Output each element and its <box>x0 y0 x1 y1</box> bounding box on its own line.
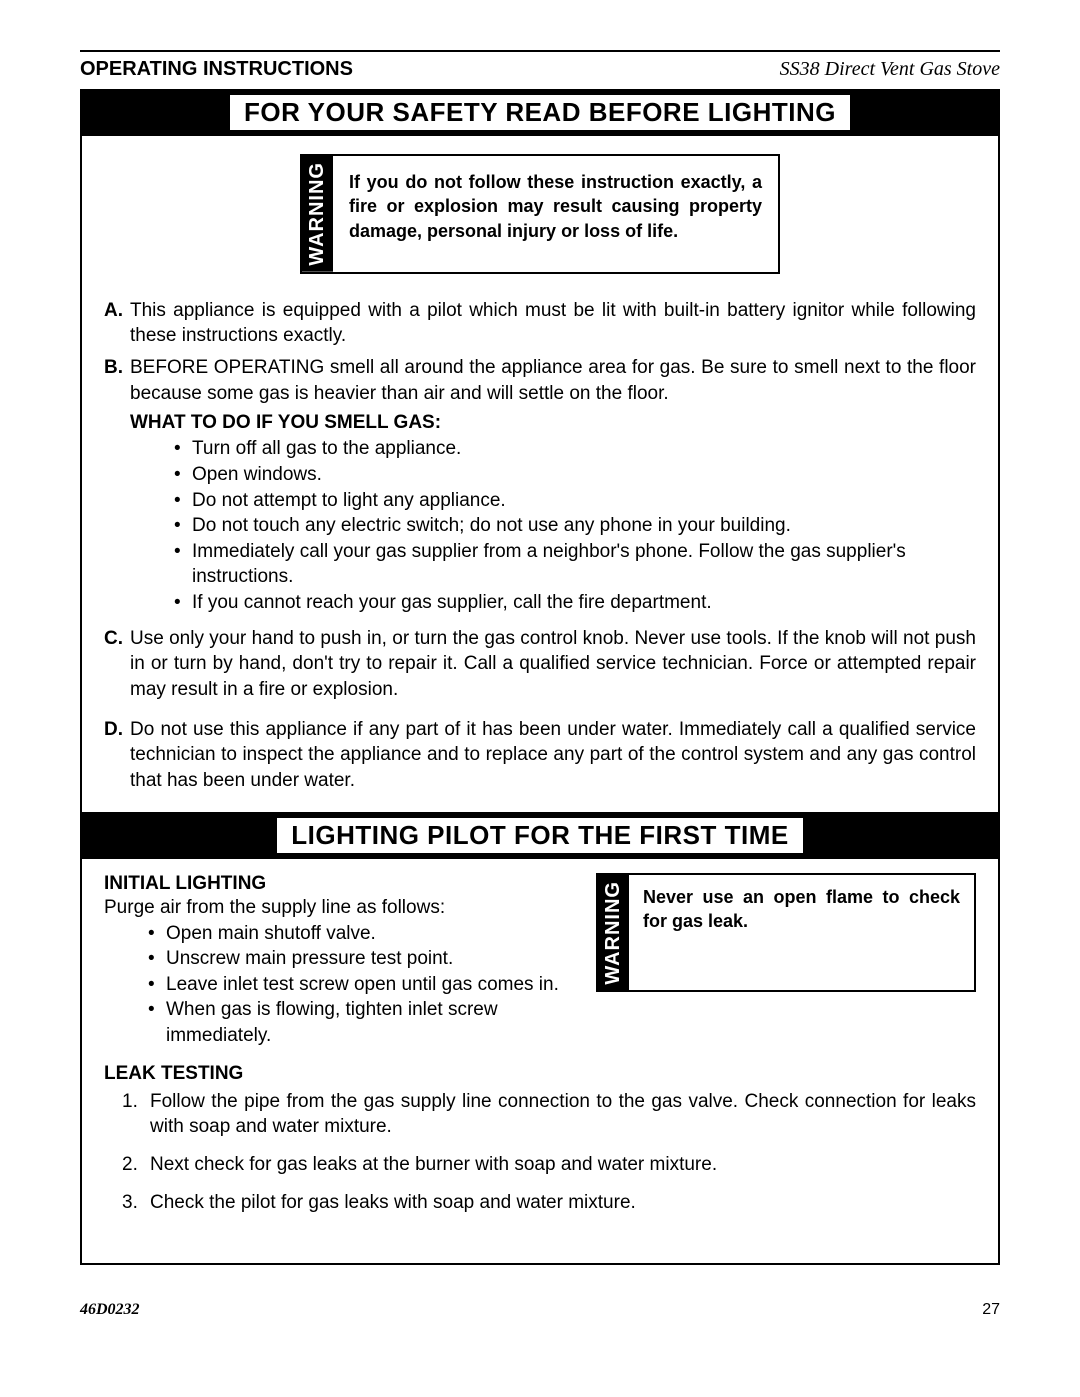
instruction-list-3: D.Do not use this appliance if any part … <box>104 717 976 794</box>
product-name: SS38 Direct Vent Gas Stove <box>780 58 1000 81</box>
smell-gas-heading: WHAT TO DO IF YOU SMELL GAS: <box>130 412 976 434</box>
item-a-text: This appliance is equipped with a pilot … <box>130 298 976 349</box>
pilot-banner-text: LIGHTING PILOT FOR THE FIRST TIME <box>277 818 802 853</box>
page-container: OPERATING INSTRUCTIONS SS38 Direct Vent … <box>0 0 1080 1359</box>
leak-testing-heading: LEAK TESTING <box>104 1063 976 1085</box>
warning-box-1: WARNING If you do not follow these instr… <box>300 154 780 274</box>
footer: 46D0232 27 <box>80 1301 1000 1319</box>
list-item: If you cannot reach your gas supplier, c… <box>174 590 976 616</box>
pilot-banner: LIGHTING PILOT FOR THE FIRST TIME <box>82 812 998 859</box>
list-item: Do not touch any electric switch; do not… <box>174 513 976 539</box>
list-item: Leave inlet test screw open until gas co… <box>148 972 976 998</box>
item-b-text: BEFORE OPERATING smell all around the ap… <box>130 355 976 406</box>
warning-label: WARNING <box>302 156 333 272</box>
page-number: 27 <box>982 1301 1000 1319</box>
item-b: B.BEFORE OPERATING smell all around the … <box>104 355 976 406</box>
list-item: Unscrew main pressure test point. <box>148 946 976 972</box>
step-2: 2.Next check for gas leaks at the burner… <box>122 1152 976 1178</box>
warning-text: If you do not follow these instruction e… <box>333 156 778 272</box>
initial-lighting-section: WARNING Never use an open flame to check… <box>104 873 976 1063</box>
instruction-list-2: C.Use only your hand to push in, or turn… <box>104 626 976 703</box>
item-d: D.Do not use this appliance if any part … <box>104 717 976 794</box>
step-3-text: Check the pilot for gas leaks with soap … <box>150 1190 636 1216</box>
leak-testing-steps: 1.Follow the pipe from the gas supply li… <box>122 1089 976 1216</box>
item-a: A.This appliance is equipped with a pilo… <box>104 298 976 349</box>
item-c-text: Use only your hand to push in, or turn t… <box>130 626 976 703</box>
list-item: Turn off all gas to the appliance. <box>174 436 976 462</box>
step-1-text: Follow the pipe from the gas supply line… <box>150 1089 976 1140</box>
item-d-text: Do not use this appliance if any part of… <box>130 717 976 794</box>
safety-banner-text: FOR YOUR SAFETY READ BEFORE LIGHTING <box>230 95 850 130</box>
step-2-text: Next check for gas leaks at the burner w… <box>150 1152 717 1178</box>
safety-banner: FOR YOUR SAFETY READ BEFORE LIGHTING <box>80 89 1000 136</box>
list-item: Open windows. <box>174 462 976 488</box>
step-3: 3.Check the pilot for gas leaks with soa… <box>122 1190 976 1216</box>
list-item: When gas is flowing, tighten inlet screw… <box>148 997 976 1048</box>
smell-gas-bullets: Turn off all gas to the appliance. Open … <box>174 436 976 615</box>
initial-lighting-bullets: Open main shutoff valve. Unscrew main pr… <box>148 921 976 1049</box>
list-item: Open main shutoff valve. <box>148 921 976 947</box>
list-item: Immediately call your gas supplier from … <box>174 539 976 590</box>
step-1: 1.Follow the pipe from the gas supply li… <box>122 1089 976 1140</box>
top-rule <box>80 50 1000 52</box>
list-item: Do not attempt to light any appliance. <box>174 488 976 514</box>
item-c: C.Use only your hand to push in, or turn… <box>104 626 976 703</box>
header-row: OPERATING INSTRUCTIONS SS38 Direct Vent … <box>80 58 1000 81</box>
instruction-list: A.This appliance is equipped with a pilo… <box>104 298 976 407</box>
content-box: WARNING If you do not follow these instr… <box>80 136 1000 1265</box>
doc-code: 46D0232 <box>80 1301 140 1319</box>
section-title: OPERATING INSTRUCTIONS <box>80 58 353 81</box>
